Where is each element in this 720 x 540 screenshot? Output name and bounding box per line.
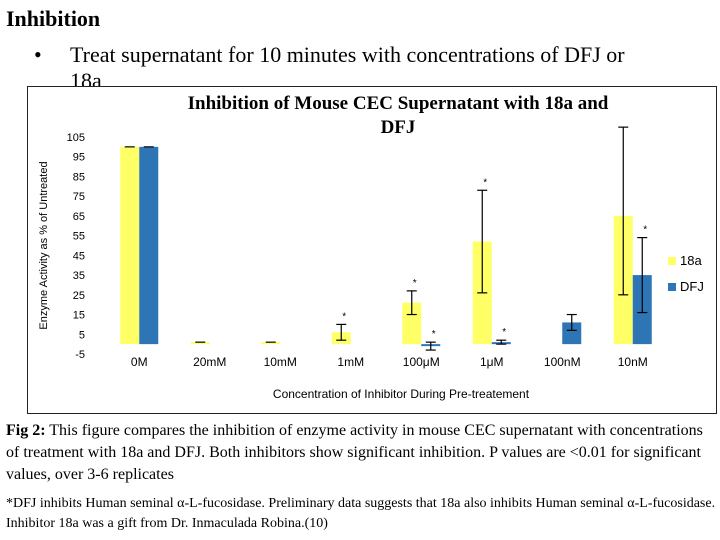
y-tick-label: 95 (73, 152, 85, 164)
x-tick-label: 0M (131, 355, 148, 369)
figure-caption: Fig 2: This figure compares the inhibiti… (6, 420, 716, 486)
bar-18a-4 (402, 302, 422, 345)
chart-title-line1: Inhibition of Mouse CEC Supernatant with… (188, 93, 609, 114)
bullet-text-line1: Treat supernatant for 10 minutes with co… (70, 42, 625, 67)
caption-text: This figure compares the inhibition of e… (6, 422, 703, 483)
x-tick-label: 10nM (618, 355, 648, 369)
y-tick-label: 35 (73, 270, 85, 282)
legend-label-DFJ: DFJ (680, 279, 704, 294)
significance-mark: * (432, 329, 436, 340)
significance-mark: * (483, 177, 487, 188)
x-tick-label: 10mM (264, 355, 297, 369)
x-tick-label: 100nM (544, 355, 581, 369)
significance-mark: * (643, 225, 647, 236)
y-tick-label: 85 (73, 171, 85, 183)
chart-title-line2: DFJ (381, 117, 416, 138)
y-tick-label: 45 (73, 250, 85, 262)
significance-mark: * (502, 327, 506, 338)
x-axis-label: Concentration of Inhibitor During Pre-tr… (273, 387, 530, 401)
y-tick-label: 75 (73, 191, 85, 203)
inhibition-chart: Inhibition of Mouse CEC Supernatant with… (38, 93, 704, 401)
x-tick-label: 100μM (403, 355, 440, 369)
x-tick-label: 20mM (193, 355, 226, 369)
y-tick-label: 65 (73, 211, 85, 223)
y-tick-label: 105 (67, 132, 85, 144)
bar-DFJ-6 (562, 322, 582, 345)
bar-DFJ-0 (139, 146, 159, 345)
y-tick-label: 55 (73, 231, 85, 243)
significance-mark: * (342, 311, 346, 322)
slide-heading: Inhibition (6, 6, 101, 31)
caption-label: Fig 2: (6, 422, 46, 439)
legend-label-18a: 18a (680, 253, 702, 268)
bar-18a-2 (261, 342, 281, 345)
y-tick-label: 5 (79, 329, 85, 341)
significance-mark: * (413, 278, 417, 289)
footnote: *DFJ inhibits Human seminal α-L-fucosida… (6, 496, 716, 531)
legend-swatch-DFJ (668, 283, 676, 291)
x-tick-label: 1mM (337, 355, 364, 369)
y-axis-label: Enzyme Activity as % of Untreated (38, 161, 50, 329)
chart-container: Inhibition of Mouse CEC Supernatant with… (27, 86, 717, 414)
bar-18a-1 (190, 342, 210, 345)
x-tick-label: 1μM (480, 355, 504, 369)
legend-swatch-18a (668, 257, 676, 265)
bullet-icon: • (34, 42, 42, 67)
y-tick-label: 25 (73, 290, 85, 302)
bar-18a-0 (120, 146, 140, 345)
y-tick-label: 15 (73, 310, 85, 322)
y-tick-label: -5 (75, 349, 85, 361)
